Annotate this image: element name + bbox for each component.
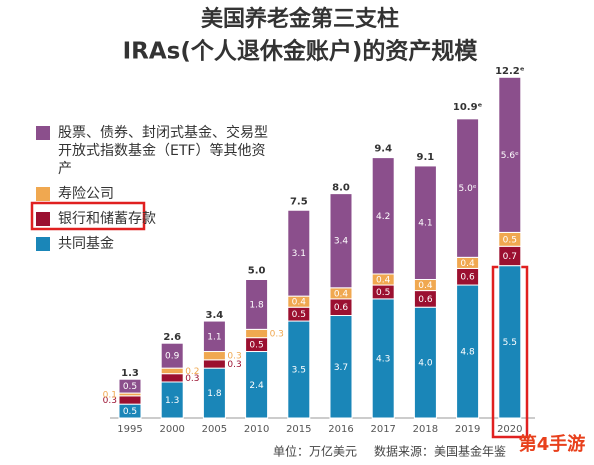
x-tick-label: 2020 bbox=[497, 424, 522, 435]
value-label: 0.4 bbox=[460, 259, 475, 269]
bar-segment bbox=[456, 118, 480, 258]
total-label: 9.1 bbox=[417, 152, 435, 163]
bar-segment bbox=[118, 395, 142, 405]
value-label: 0.4 bbox=[292, 298, 307, 308]
x-tick-label: 2015 bbox=[286, 424, 311, 435]
value-label: 0.4 bbox=[334, 289, 349, 299]
legend-item: 寿险公司 bbox=[36, 185, 286, 203]
value-label: 1.8 bbox=[249, 300, 264, 310]
value-label: 0.5 bbox=[376, 288, 390, 298]
legend-label: 银行和储蓄存款 bbox=[58, 211, 156, 227]
value-label: 0.1 bbox=[103, 390, 117, 400]
legend-label: 寿险公司 bbox=[58, 186, 114, 202]
value-label: 0.6 bbox=[418, 295, 433, 305]
chart-subtitle: IRAs(个人退休金账户)的资产规模 bbox=[123, 38, 479, 65]
value-label: 0.5 bbox=[249, 341, 263, 351]
value-label: 0.4 bbox=[376, 276, 391, 286]
x-tick-label: 2017 bbox=[370, 424, 395, 435]
value-label: 3.4 bbox=[334, 237, 349, 247]
x-tick-label: 2000 bbox=[159, 424, 184, 435]
value-label: 0.3 bbox=[227, 360, 241, 370]
total-label: 12.2ᵉ bbox=[495, 66, 525, 77]
value-label: 0.7 bbox=[503, 252, 517, 262]
value-label: 1.1 bbox=[207, 332, 221, 342]
value-label: 0.3 bbox=[227, 352, 241, 362]
bar-segment bbox=[245, 328, 269, 339]
value-label: 4.8 bbox=[460, 348, 475, 358]
value-label: 0.6 bbox=[460, 273, 475, 283]
legend-item: 共同基金 bbox=[36, 235, 286, 253]
value-label: 5.6ᵉ bbox=[501, 151, 519, 161]
x-tick-label: 2019 bbox=[455, 424, 480, 435]
value-label: 4.2 bbox=[376, 212, 390, 222]
value-label: 0.5 bbox=[503, 235, 517, 245]
bar-segment bbox=[413, 165, 437, 280]
value-label: 3.1 bbox=[292, 249, 306, 259]
bar-segment bbox=[160, 342, 184, 369]
legend-swatch bbox=[36, 126, 50, 140]
x-tick-label: 2016 bbox=[328, 424, 353, 435]
legend-label: 共同基金 bbox=[58, 236, 114, 252]
value-label: 0.9 bbox=[165, 352, 180, 362]
source: 数据来源：美国基金年鉴 bbox=[374, 444, 506, 459]
bar-segment bbox=[287, 209, 311, 297]
legend-item: 银行和储蓄存款 bbox=[36, 210, 286, 228]
bar-segment bbox=[329, 193, 353, 289]
value-label: 0.6 bbox=[334, 303, 349, 313]
legend-item: 股票、债券、封闭式基金、交易型开放式指数基金（ETF）等其他资产 bbox=[36, 124, 286, 178]
value-label: 0.5 bbox=[123, 407, 137, 417]
value-label: 2.4 bbox=[249, 381, 264, 391]
bar-segment bbox=[160, 373, 184, 383]
total-label: 9.4 bbox=[374, 144, 392, 155]
watermark: 第4手游 bbox=[519, 433, 586, 455]
bar-segment bbox=[202, 359, 226, 369]
x-tick-label: 2010 bbox=[244, 424, 269, 435]
value-label: 4.1 bbox=[418, 219, 432, 229]
value-label: 3.5 bbox=[292, 366, 306, 376]
total-label: 5.0 bbox=[248, 266, 266, 277]
legend-swatch bbox=[36, 187, 50, 201]
value-label: 1.3 bbox=[165, 396, 179, 406]
chart-title: 美国养老金第三支柱 bbox=[201, 6, 399, 32]
value-label: 0.3 bbox=[270, 330, 284, 340]
x-tick-label: 2018 bbox=[413, 424, 438, 435]
bar-segment bbox=[160, 367, 184, 375]
legend-swatch bbox=[36, 237, 50, 251]
value-label: 5.0ᵉ bbox=[459, 184, 477, 194]
total-label: 3.4 bbox=[206, 310, 224, 321]
bar-segment bbox=[498, 76, 522, 233]
bar-segment bbox=[245, 279, 269, 330]
x-tick-label: 2005 bbox=[202, 424, 227, 435]
value-label: 1.8 bbox=[207, 389, 222, 399]
legend-label: 股票、债券、封闭式基金、交易型开放式指数基金（ETF）等其他资产 bbox=[58, 125, 268, 177]
total-label: 10.9ᵉ bbox=[453, 102, 483, 113]
unit-note: 单位：万亿美元 bbox=[273, 444, 357, 459]
bar-segment bbox=[202, 320, 226, 353]
bar-segment bbox=[202, 351, 226, 361]
legend: 股票、债券、封闭式基金、交易型开放式指数基金（ETF）等其他资产寿险公司银行和储… bbox=[36, 124, 286, 260]
value-label: 0.2 bbox=[185, 367, 199, 377]
total-label: 2.6 bbox=[163, 332, 181, 343]
value-label: 0.3 bbox=[185, 374, 199, 384]
value-label: 0.4 bbox=[418, 281, 433, 291]
bar-segment bbox=[371, 157, 395, 275]
value-label: 5.5 bbox=[503, 338, 517, 348]
value-label: 4.0 bbox=[418, 359, 433, 369]
legend-swatch bbox=[36, 212, 50, 226]
highlight-box bbox=[30, 201, 146, 231]
total-label: 1.3 bbox=[121, 368, 139, 379]
value-label: 3.7 bbox=[334, 363, 348, 373]
total-label: 7.5 bbox=[290, 196, 308, 207]
bar-segment bbox=[118, 378, 142, 394]
value-label: 0.3 bbox=[103, 396, 117, 406]
value-label: 0.5 bbox=[123, 382, 137, 392]
x-tick-label: 1995 bbox=[117, 424, 142, 435]
total-label: 8.0 bbox=[332, 182, 350, 193]
value-label: 0.5 bbox=[292, 310, 306, 320]
value-label: 4.3 bbox=[376, 354, 390, 364]
